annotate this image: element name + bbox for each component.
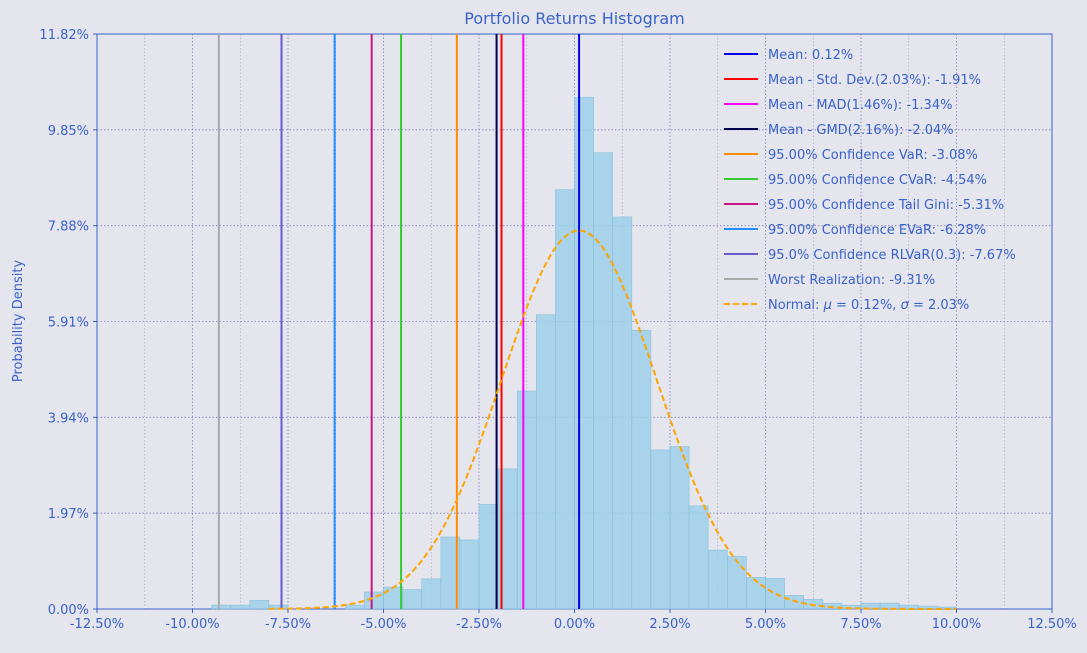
x-tick-label: -2.50% [456, 617, 502, 632]
histogram-bar [402, 589, 423, 610]
x-tick-label: -7.50% [265, 617, 311, 632]
histogram-bar [383, 586, 403, 610]
legend-normal-mu-symbol: μ [823, 298, 832, 313]
y-axis-ticks: 0.00% 1.97% 3.94% 5.91% 7.88% 9.85% 11.82% [39, 28, 97, 618]
legend-normal-prefix: Normal: [768, 298, 824, 313]
normal-curve [268, 229, 957, 610]
normal-curve-group [268, 229, 957, 610]
histogram-bar [344, 604, 365, 610]
legend-entry: Mean - MAD(1.46%): -1.34% [768, 98, 952, 113]
histogram-bar [516, 390, 537, 610]
histogram-bar [555, 189, 575, 610]
histogram-bar [726, 556, 747, 610]
legend-normal-mu-text: = 0.12%, [832, 298, 901, 313]
histogram-bars [211, 96, 957, 610]
legend-entry: 95.00% Confidence VaR: -3.08% [768, 148, 978, 163]
histogram-bar [612, 216, 633, 610]
histogram-bar [249, 599, 270, 610]
x-tick-label: -5.00% [361, 617, 407, 632]
legend-entry: Mean: 0.12% [768, 48, 853, 63]
y-tick-label: 9.85% [48, 124, 89, 139]
y-tick-label: 3.94% [48, 411, 89, 426]
histogram-bar [765, 578, 785, 610]
histogram-bar [688, 505, 709, 610]
y-tick-label: 11.82% [39, 28, 89, 43]
histogram-bar [535, 314, 556, 610]
legend-entry: Mean - GMD(2.16%): -2.04% [768, 123, 954, 138]
x-tick-label: 12.50% [1027, 617, 1077, 632]
x-tick-label: -10.00% [165, 617, 219, 632]
histogram-bar [707, 549, 728, 610]
x-tick-label: 7.50% [840, 617, 881, 632]
histogram-bar [230, 604, 251, 610]
x-tick-label: 0.00% [554, 617, 595, 632]
histogram-bar [631, 329, 652, 610]
legend-entry: 95.00% Confidence CVaR: -4.54% [768, 173, 987, 188]
y-axis-label: Probability Density [11, 260, 26, 383]
histogram-bar [478, 504, 499, 610]
y-tick-label: 7.88% [48, 220, 89, 235]
x-tick-label: -12.50% [70, 617, 124, 632]
legend-entry-normal: Normal: μ = 0.12%, σ = 2.03% [768, 298, 969, 313]
histogram-bar [669, 446, 690, 610]
x-tick-label: 2.50% [649, 617, 690, 632]
legend-entry: 95.0% Confidence RLVaR(0.3): -7.67% [768, 248, 1016, 263]
legend-normal-sigma-symbol: σ [901, 298, 910, 313]
histogram-bar [459, 539, 480, 610]
legend: Mean: 0.12% Mean - Std. Dev.(2.03%): -1.9… [724, 48, 1016, 313]
histogram-bar [593, 152, 613, 610]
x-tick-label: 10.00% [932, 617, 982, 632]
y-tick-label: 5.91% [48, 316, 89, 331]
chart-title: Portfolio Returns Histogram [464, 9, 684, 28]
histogram-bar [421, 578, 442, 610]
y-tick-label: 1.97% [48, 507, 89, 522]
y-tick-label: 0.00% [48, 603, 89, 618]
legend-normal-sigma-text: = 2.03% [909, 298, 969, 313]
histogram-bar [211, 604, 232, 610]
risk-measure-lines [217, 34, 581, 609]
x-tick-label: 5.00% [745, 617, 786, 632]
histogram-bar [650, 449, 671, 610]
legend-entry: 95.00% Confidence EVaR: -6.28% [768, 223, 986, 238]
legend-entry: 95.00% Confidence Tail Gini: -5.31% [768, 198, 1004, 213]
histogram-bar [574, 96, 594, 610]
legend-entry: Worst Realization: -9.31% [768, 273, 935, 288]
histogram-bar [784, 595, 804, 610]
x-axis-ticks: -12.50% -10.00% -7.50% -5.00% -2.50% 0.00% 2.5… [70, 609, 1077, 632]
legend-entry: Mean - Std. Dev.(2.03%): -1.91% [768, 73, 981, 88]
